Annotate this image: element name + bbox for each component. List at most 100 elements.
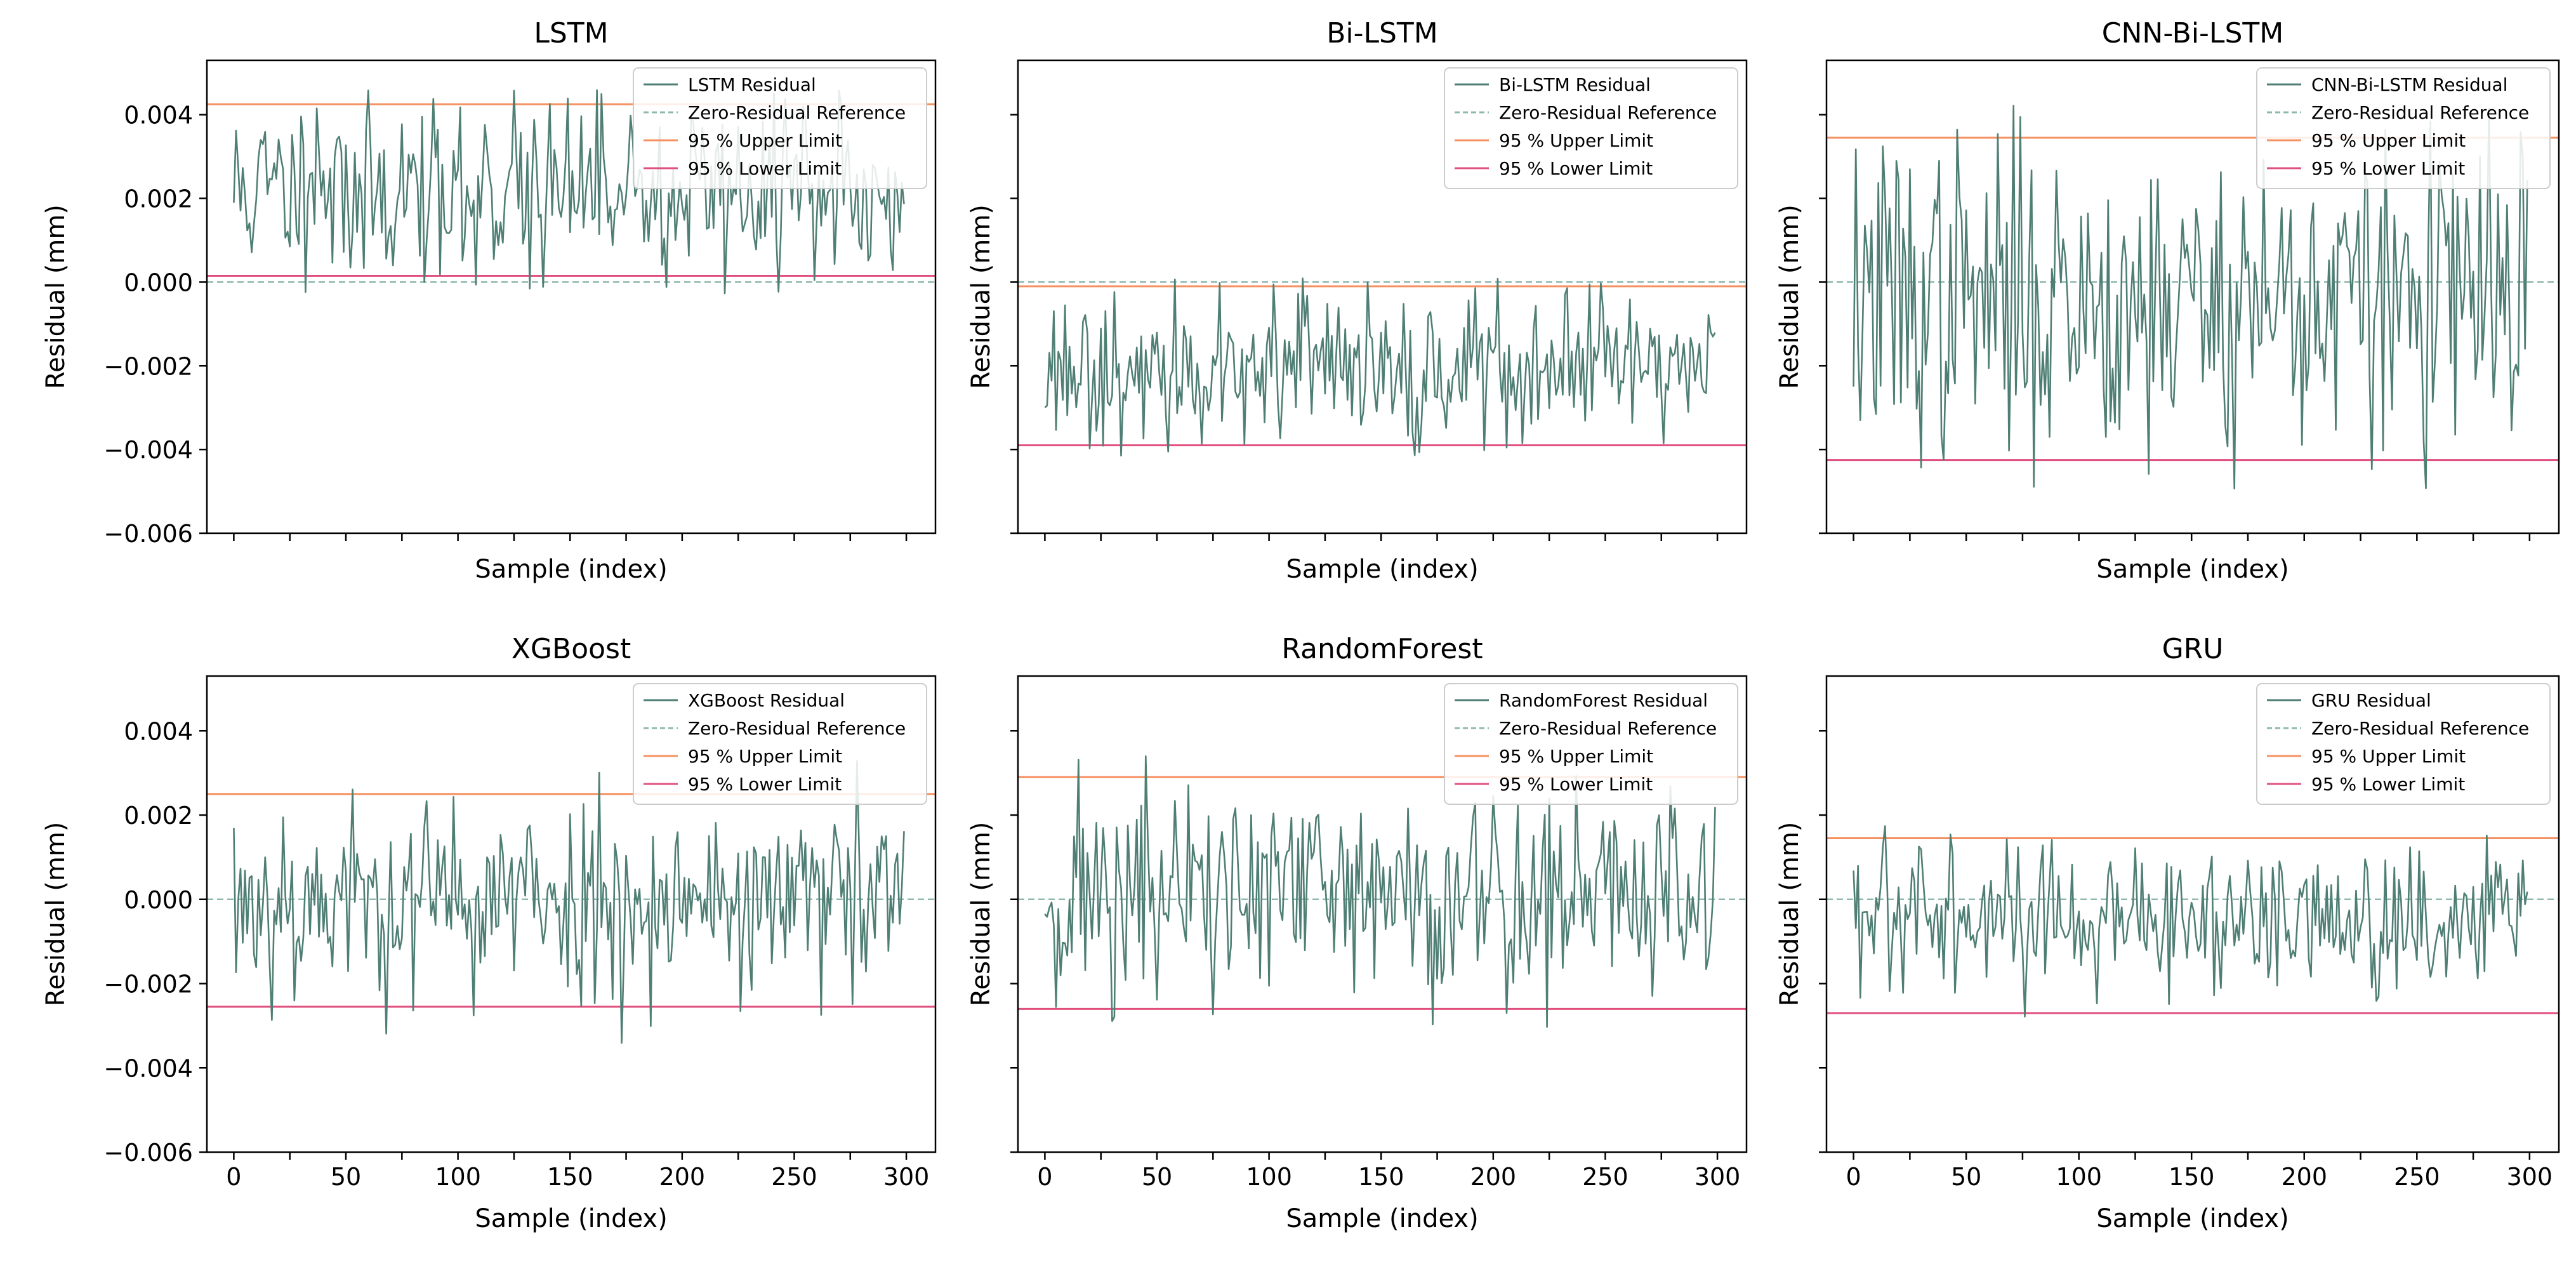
- panel-cnn-bi-lstm: CNN-Bi-LSTM Sample (index) Residual (mm) CN…: [1775, 17, 2560, 584]
- panel-title: GRU: [2162, 633, 2224, 665]
- x-tick-label: 200: [1470, 1163, 1517, 1191]
- y-axis-label: Residual (mm): [41, 204, 70, 389]
- panel-title: XGBoost: [512, 633, 631, 665]
- x-tick-label: 50: [1142, 1163, 1172, 1191]
- legend-lower-label: 95 % Lower Limit: [1499, 774, 1653, 795]
- legend-upper-label: 95 % Upper Limit: [1499, 130, 1653, 151]
- legend-upper-label: 95 % Upper Limit: [688, 130, 842, 151]
- legend-residual-label: GRU Residual: [2311, 690, 2431, 711]
- legend-residual-label: CNN-Bi-LSTM Residual: [2311, 74, 2507, 95]
- y-tick-label: −0.004: [103, 436, 193, 464]
- legend: RandomForest Residual Zero-Residual Refer…: [1444, 683, 1738, 805]
- legend-lower-label: 95 % Lower Limit: [1499, 158, 1653, 179]
- legend-box: [2256, 683, 2551, 805]
- legend-reference-label: Zero-Residual Reference: [2311, 718, 2529, 739]
- panel-randomforest: RandomForest 0 50 100 150 200 250 300 Sample (in…: [967, 633, 1748, 1233]
- axes-frame: [206, 59, 937, 534]
- y-tick-label: 0.004: [124, 717, 193, 745]
- axes-frame: [1017, 675, 1748, 1153]
- panel-lstm: LSTM −0.006 −0.004 −0.002 0.000 0.002 0.004 Sam…: [41, 17, 937, 584]
- x-tick-label: 50: [1951, 1163, 1981, 1191]
- legend-box: [1444, 67, 1738, 189]
- x-axis-label: Sample (index): [1286, 1204, 1478, 1233]
- legend-reference-label: Zero-Residual Reference: [688, 718, 906, 739]
- y-tick-label: −0.002: [103, 971, 193, 998]
- legend-residual-label: Bi-LSTM Residual: [1499, 74, 1651, 95]
- y-tick-label: −0.004: [103, 1054, 193, 1082]
- panel-bi-lstm: Bi-LSTM Sample (index) Residual (mm) Bi-LST…: [967, 17, 1748, 584]
- legend-lower-label: 95 % Lower Limit: [688, 774, 842, 795]
- legend: CNN-Bi-LSTM Residual Zero-Residual Refere…: [2256, 67, 2551, 189]
- residual-line: [233, 89, 905, 295]
- legend: XGBoost Residual Zero-Residual Reference 9…: [633, 683, 927, 805]
- x-tick-label: 250: [1582, 1163, 1628, 1191]
- legend-upper-label: 95 % Upper Limit: [1499, 746, 1653, 767]
- x-tick-label: 100: [1246, 1163, 1292, 1191]
- x-tick-label: 100: [2056, 1163, 2102, 1191]
- legend-upper-label: 95 % Upper Limit: [2311, 746, 2466, 767]
- axes-frame: [1017, 59, 1748, 534]
- legend-reference-label: Zero-Residual Reference: [2311, 102, 2529, 123]
- y-tick-label: 0.002: [124, 185, 193, 213]
- legend-lower-label: 95 % Lower Limit: [688, 158, 842, 179]
- y-tick-label: −0.006: [103, 520, 193, 548]
- x-axis-label: Sample (index): [1286, 555, 1478, 584]
- legend-reference-label: Zero-Residual Reference: [1499, 718, 1717, 739]
- panel-title: Bi-LSTM: [1326, 17, 1438, 50]
- residual-line: [1044, 277, 1716, 457]
- axes-frame: [206, 675, 937, 1153]
- x-axis-label: Sample (index): [2096, 1204, 2289, 1233]
- y-tick-label: 0.002: [124, 802, 193, 830]
- legend-box: [2256, 67, 2551, 189]
- residual-line: [1853, 825, 2528, 1018]
- x-tick-label: 0: [1846, 1163, 1861, 1191]
- y-tick-label: 0.000: [124, 886, 193, 914]
- legend: Bi-LSTM Residual Zero-Residual Reference 9…: [1444, 67, 1738, 189]
- y-axis-label: Residual (mm): [1775, 204, 1804, 389]
- residual-line: [1044, 755, 1716, 1028]
- residual-line: [233, 760, 905, 1044]
- x-tick-label: 300: [883, 1163, 930, 1191]
- legend-reference-label: Zero-Residual Reference: [1499, 102, 1717, 123]
- y-tick-label: 0.004: [124, 102, 193, 129]
- axes-frame: [1825, 59, 2560, 534]
- legend-reference-label: Zero-Residual Reference: [688, 102, 906, 123]
- legend-residual-label: RandomForest Residual: [1499, 690, 1708, 711]
- x-tick-label: 200: [659, 1163, 706, 1191]
- y-tick-label: 0.000: [124, 269, 193, 296]
- axes-frame: [1825, 675, 2560, 1153]
- x-tick-label: 250: [2394, 1163, 2440, 1191]
- x-tick-label: 0: [226, 1163, 241, 1191]
- x-tick-label: 150: [2169, 1163, 2215, 1191]
- legend-upper-label: 95 % Upper Limit: [688, 746, 842, 767]
- x-tick-label: 150: [547, 1163, 593, 1191]
- panel-title: CNN-Bi-LSTM: [2102, 17, 2283, 50]
- panel-gru: GRU 0 50 100 150 200 250 300 Sample (index) Resid…: [1775, 633, 2560, 1233]
- x-tick-label: 300: [1694, 1163, 1741, 1191]
- panel-title: RandomForest: [1281, 633, 1483, 665]
- legend-box: [1444, 683, 1738, 805]
- x-axis-label: Sample (index): [475, 555, 667, 584]
- y-axis-label: Residual (mm): [41, 822, 70, 1007]
- y-tick-label: −0.002: [103, 352, 193, 380]
- x-tick-label: 250: [771, 1163, 817, 1191]
- x-tick-label: 300: [2507, 1163, 2553, 1191]
- panel-xgboost: XGBoost 0 50 100 150 200 250 300 −0.006 −0.004 −0.…: [41, 633, 937, 1233]
- legend-residual-label: LSTM Residual: [688, 74, 816, 95]
- x-tick-label: 150: [1358, 1163, 1404, 1191]
- legend-box: [633, 67, 927, 189]
- y-axis-label: Residual (mm): [1775, 822, 1804, 1007]
- legend-residual-label: XGBoost Residual: [688, 690, 845, 711]
- legend-lower-label: 95 % Lower Limit: [2311, 158, 2465, 179]
- x-axis-label: Sample (index): [475, 1204, 667, 1233]
- legend-upper-label: 95 % Upper Limit: [2311, 130, 2466, 151]
- x-axis-label: Sample (index): [2096, 555, 2289, 584]
- x-tick-label: 200: [2281, 1163, 2327, 1191]
- legend-box: [633, 683, 927, 805]
- legend-lower-label: 95 % Lower Limit: [2311, 774, 2465, 795]
- y-tick-label: −0.006: [103, 1139, 193, 1167]
- x-tick-label: 100: [435, 1163, 481, 1191]
- legend: GRU Residual Zero-Residual Reference 95 % …: [2256, 683, 2551, 805]
- residual-line: [1853, 105, 2528, 489]
